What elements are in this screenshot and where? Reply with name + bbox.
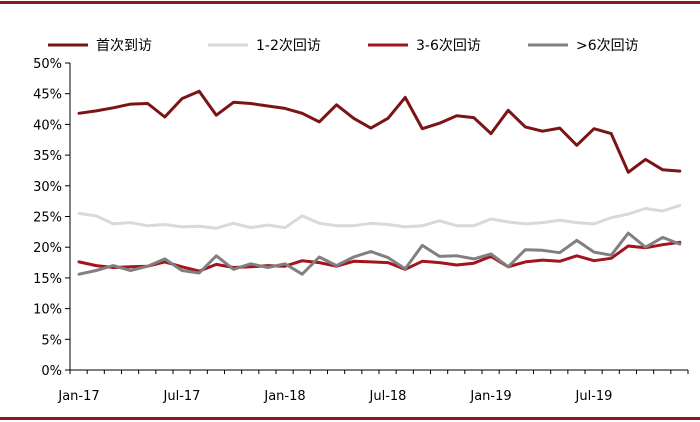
y-tick-label: 5% xyxy=(41,333,62,348)
y-tick-label: 25% xyxy=(33,211,62,226)
series-line-1 xyxy=(77,89,682,174)
y-tick-label: 45% xyxy=(33,88,62,103)
x-tick-label: Jul-19 xyxy=(575,389,613,404)
series-line-2 xyxy=(77,203,682,230)
legend-label-2: 1-2次回访 xyxy=(256,38,321,54)
y-tick-label: 10% xyxy=(33,303,62,318)
y-tick-label: 50% xyxy=(33,57,62,72)
legend-label-3: 3-6次回访 xyxy=(416,38,481,54)
x-tick-label: Jan-18 xyxy=(263,389,305,404)
x-tick-label: Jan-19 xyxy=(469,389,511,404)
top-rule xyxy=(0,1,700,4)
legend-label-1: 首次到访 xyxy=(96,38,152,54)
y-tick-label: 0% xyxy=(41,364,62,379)
x-tick-label: Jul-17 xyxy=(163,389,201,404)
y-tick-label: 30% xyxy=(33,180,62,195)
y-axis: 0% 5% 10% 15% 20% 25% 30% 35% 40% 45% 50% xyxy=(33,57,71,379)
x-tick-label: Jul-18 xyxy=(369,389,407,404)
x-axis: Jan-17 Jul-17 Jan-18 Jul-18 Jan-19 Jul-19 xyxy=(57,369,689,404)
y-tick-label: 20% xyxy=(33,241,62,256)
legend: 首次到访 1-2次回访 3-6次回访 >6次回访 xyxy=(48,38,639,54)
y-tick-label: 15% xyxy=(33,272,62,287)
series-line-4 xyxy=(77,231,682,276)
series-layer xyxy=(77,89,682,276)
y-tick-label: 35% xyxy=(33,149,62,164)
x-tick-label: Jan-17 xyxy=(57,389,99,404)
y-tick-label: 40% xyxy=(33,118,62,133)
series-line-3 xyxy=(77,240,682,273)
legend-label-4: >6次回访 xyxy=(576,38,639,54)
bottom-rule xyxy=(0,417,700,420)
